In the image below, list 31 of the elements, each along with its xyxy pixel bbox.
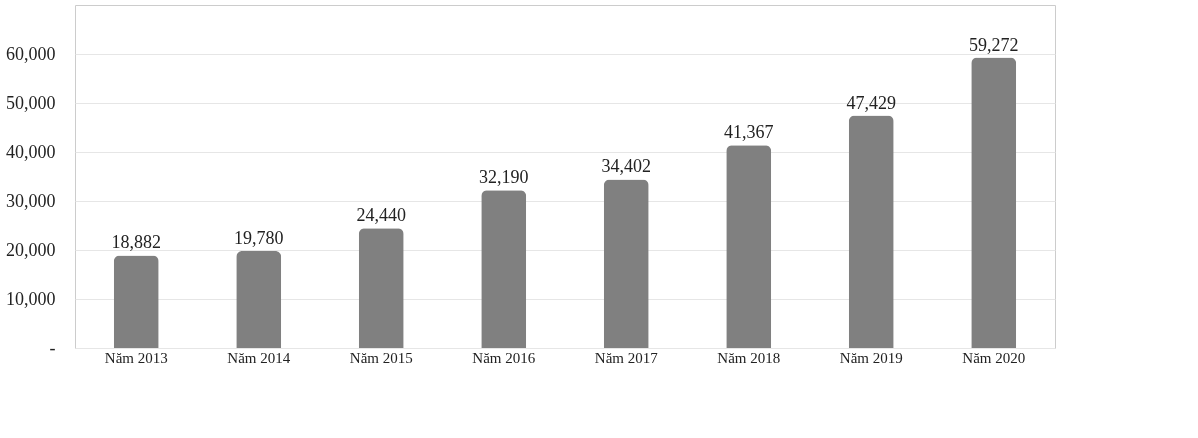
x-tick-label: Năm 2014	[227, 349, 291, 366]
x-tick-label: Năm 2017	[594, 349, 659, 366]
data-label: 47,429	[846, 92, 896, 113]
data-label: 18,882	[111, 232, 161, 253]
bar	[113, 255, 159, 348]
y-tick-label: 40,000	[6, 141, 56, 162]
data-label: 19,780	[234, 228, 284, 249]
x-tick-label: Năm 2016	[472, 349, 536, 366]
bar	[603, 179, 649, 348]
data-label: 32,190	[479, 167, 529, 188]
bar	[481, 190, 527, 348]
y-tick-label: 10,000	[6, 288, 56, 309]
y-tick-label: -	[49, 337, 56, 358]
data-label: 41,367	[724, 122, 774, 143]
y-tick-label: 50,000	[6, 92, 56, 113]
x-tick-label: Năm 2019	[839, 349, 903, 366]
bar	[726, 145, 772, 348]
x-tick-label: Năm 2018	[717, 349, 781, 366]
data-label: 24,440	[356, 205, 406, 226]
bar	[848, 115, 894, 348]
x-tick-label: Năm 2020	[962, 349, 1026, 366]
data-label: 59,272	[969, 34, 1019, 55]
y-tick-label: 20,000	[6, 239, 56, 260]
y-tick-label: 60,000	[6, 43, 56, 64]
bar	[236, 251, 282, 348]
x-tick-label: Năm 2015	[349, 349, 413, 366]
bar	[971, 57, 1017, 348]
x-tick-label: Năm 2013	[104, 349, 168, 366]
y-tick-label: 30,000	[6, 190, 56, 211]
bar	[358, 228, 404, 348]
data-label: 34,402	[601, 156, 651, 177]
